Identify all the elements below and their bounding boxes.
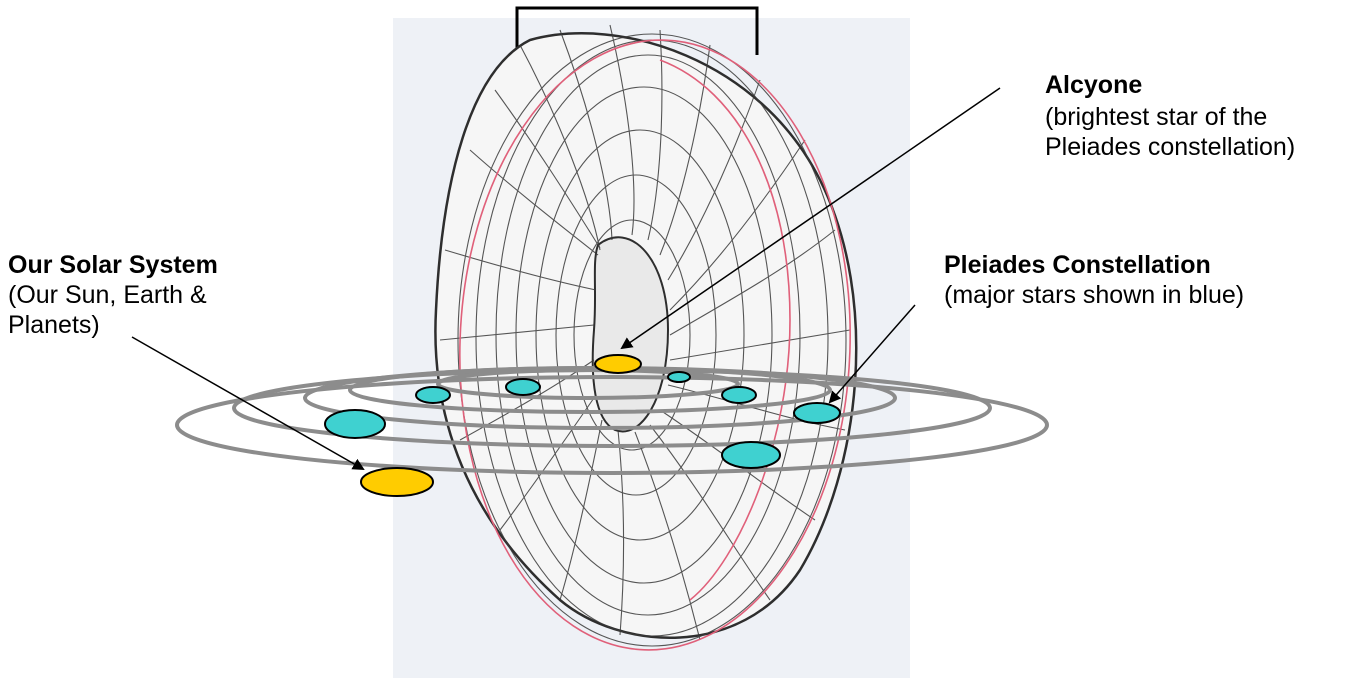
solar-system-sun: [360, 467, 434, 497]
pleiades-stars: [324, 354, 841, 497]
label-solar-system-line2: Planets): [8, 311, 100, 339]
torus-red-ring-left: [459, 39, 851, 651]
arrow-alcyone: [620, 87, 1001, 350]
label-solar-system-line1: (Our Sun, Earth &: [8, 281, 207, 309]
label-alcyone: Alcyone (brightest star of the Pleiades …: [1000, 70, 1354, 278]
blue-star-1: [324, 409, 386, 439]
orbit-ring-5: [436, 368, 740, 400]
label-alcyone-title: Alcyone: [1045, 71, 1143, 99]
blue-star-7: [721, 441, 781, 469]
top-bracket: [515, 6, 759, 55]
label-solar-system: Our Solar System (Our Sun, Earth & Plane…: [8, 250, 338, 344]
arrow-solar-system: [131, 336, 365, 470]
label-pleiades-line1: (major stars shown in blue): [944, 281, 1245, 309]
orbit-ring-1: [175, 375, 1049, 475]
torus-red-ring-right: [659, 59, 791, 601]
orbit-rings: [175, 366, 1049, 475]
label-pleiades: Pleiades Constellation (major stars show…: [944, 250, 1354, 316]
blue-star-5: [721, 386, 757, 404]
alcyone-star: [594, 354, 642, 374]
label-alcyone-line2: Pleiades constellation): [1045, 133, 1296, 161]
label-solar-system-title: Our Solar System: [8, 251, 218, 279]
torus-inner-hole: [591, 236, 670, 433]
arrow-pleiades: [828, 304, 916, 404]
torus-wireframe: [434, 24, 858, 651]
blue-star-2: [415, 386, 451, 404]
pointer-arrows: [131, 87, 1001, 470]
blue-star-3: [505, 378, 541, 396]
blue-star-4: [667, 371, 691, 383]
label-alcyone-line1: (brightest star of the: [1045, 103, 1268, 131]
orbit-ring-4: [348, 366, 832, 414]
label-pleiades-title: Pleiades Constellation: [944, 251, 1211, 279]
blue-star-6: [793, 402, 841, 424]
